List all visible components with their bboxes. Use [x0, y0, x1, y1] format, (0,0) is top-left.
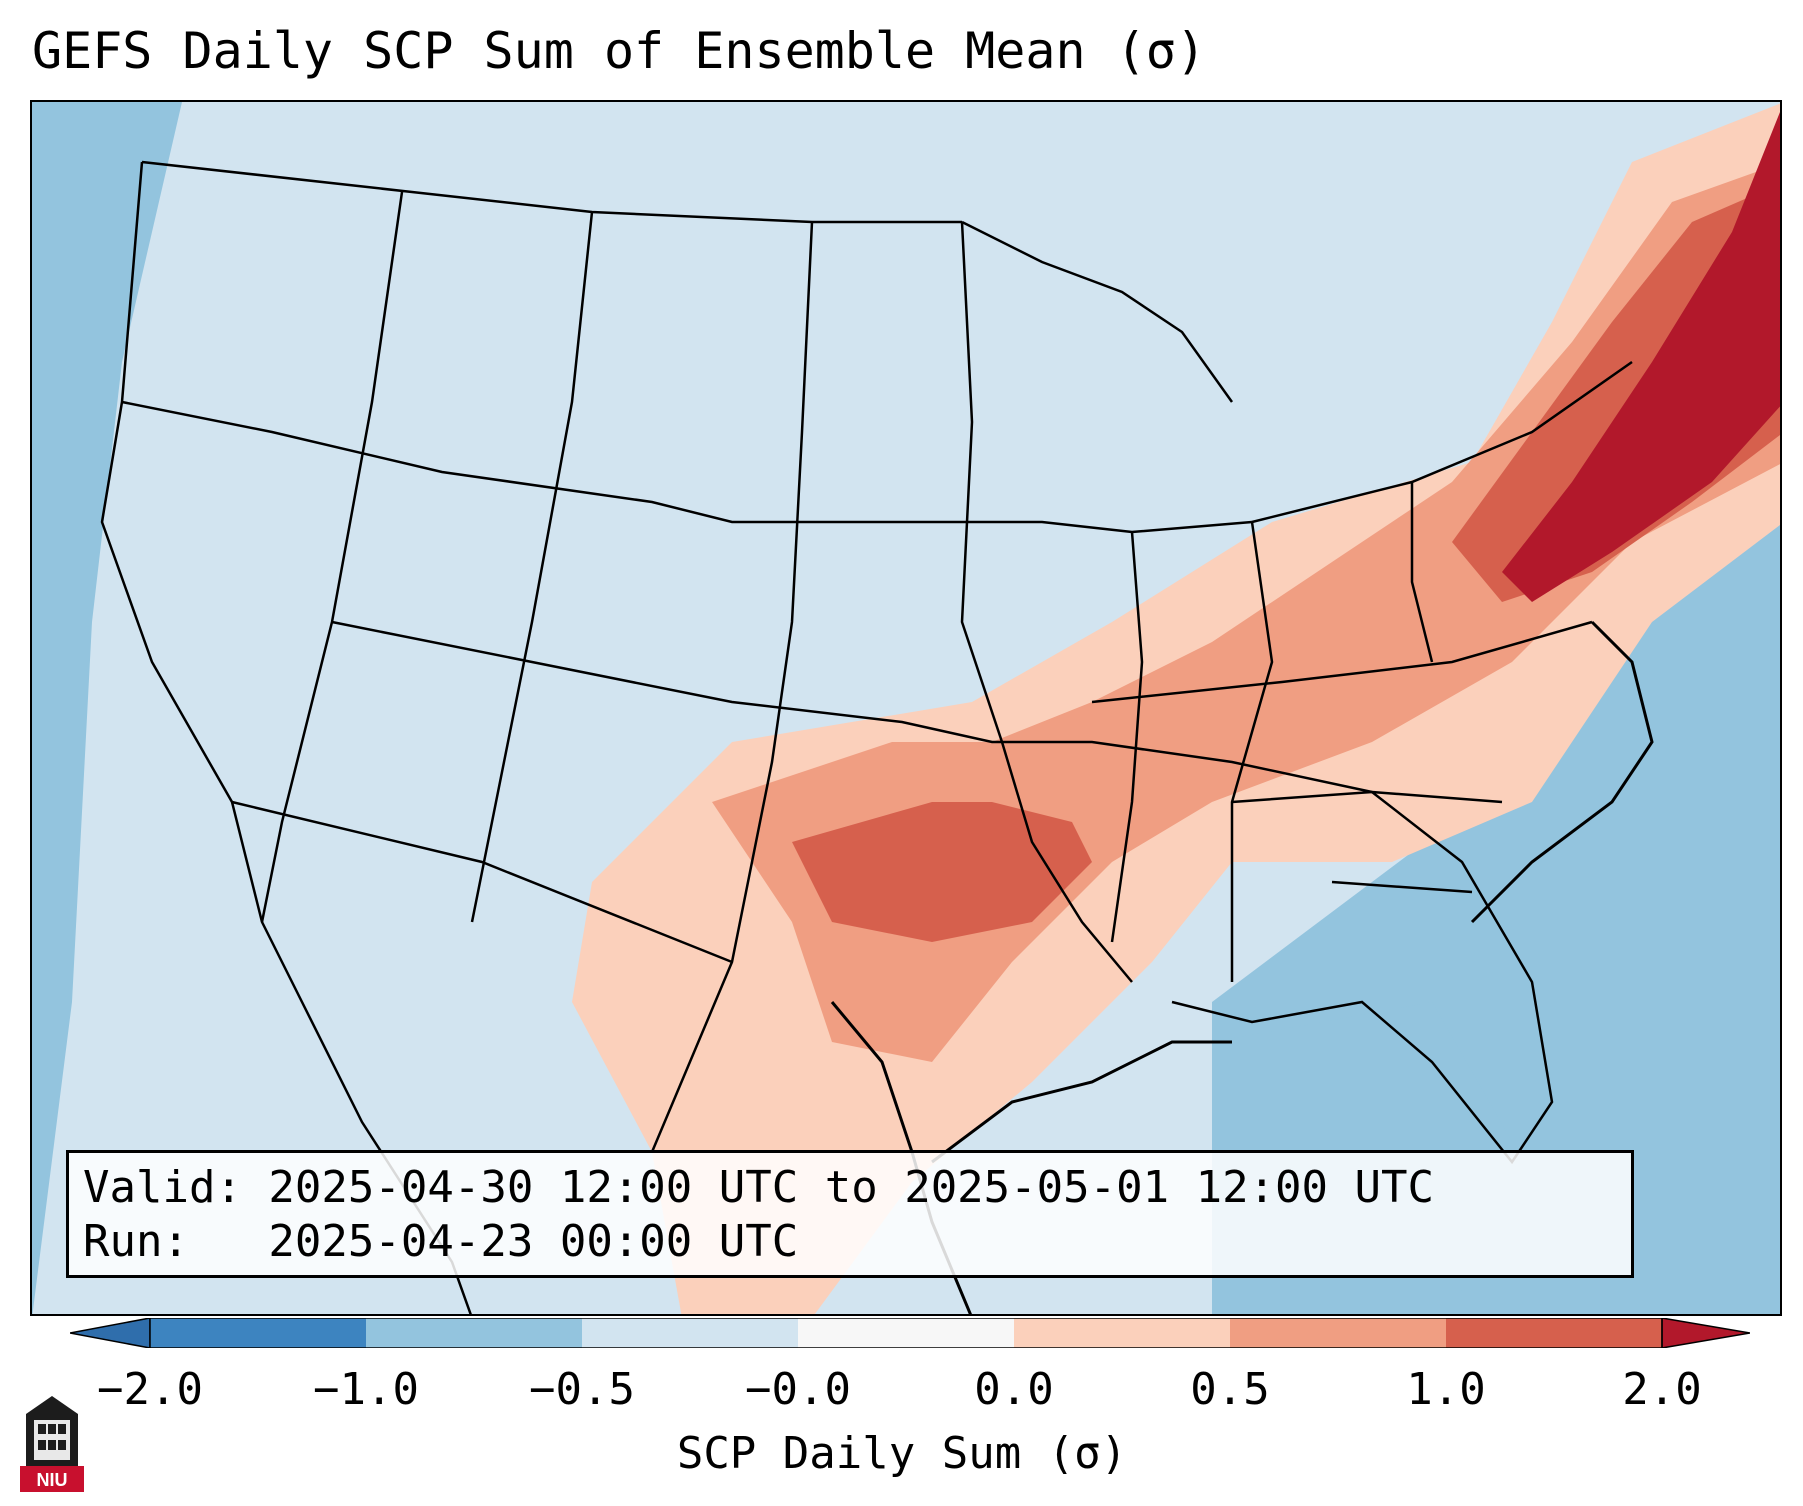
- colorbar-tick: −2.0: [97, 1364, 203, 1415]
- colorbar-label: SCP Daily Sum (σ): [676, 1428, 1128, 1479]
- colorbar-tick: 2.0: [1622, 1364, 1702, 1415]
- colorbar-extend-high: [1661, 1318, 1750, 1348]
- colorbar-tick: 1.0: [1406, 1364, 1486, 1415]
- colorbar-segment-3: [798, 1318, 1014, 1348]
- valid-run-info-box: Valid: 2025-04-30 12:00 UTC to 2025-05-0…: [66, 1150, 1634, 1278]
- colorbar-tick: 0.5: [1190, 1364, 1270, 1415]
- niu-building-logo-icon: NIU: [20, 1396, 84, 1492]
- colorbar-extend-low: [70, 1318, 151, 1348]
- colorbar-segment-1: [366, 1318, 582, 1348]
- colorbar-tick: −0.0: [745, 1364, 851, 1415]
- map-panel: [30, 100, 1782, 1316]
- colorbar-segment-4: [1014, 1318, 1230, 1348]
- colorbar: [70, 1318, 1750, 1348]
- map-svg: [32, 102, 1780, 1314]
- colorbar-tick: −1.0: [313, 1364, 419, 1415]
- colorbar-segment-5: [1230, 1318, 1446, 1348]
- anomaly-deepest-red-region: [1502, 112, 1780, 602]
- colorbar-tick: 0.0: [974, 1364, 1054, 1415]
- valid-time-text: Valid: 2025-04-30 12:00 UTC to 2025-05-0…: [83, 1162, 1435, 1213]
- run-time-text: Run: 2025-04-23 00:00 UTC: [83, 1216, 799, 1267]
- colorbar-tick: −0.5: [529, 1364, 635, 1415]
- page-title: GEFS Daily SCP Sum of Ensemble Mean (σ): [32, 22, 1206, 80]
- colorbar-segment-6: [1446, 1318, 1662, 1348]
- pacific-ocean: [32, 102, 182, 1314]
- colorbar-segment-2: [582, 1318, 798, 1348]
- colorbar-segment-0: [150, 1318, 366, 1348]
- anomaly-dark-red-region: [792, 802, 1092, 942]
- logo-text: NIU: [37, 1470, 68, 1490]
